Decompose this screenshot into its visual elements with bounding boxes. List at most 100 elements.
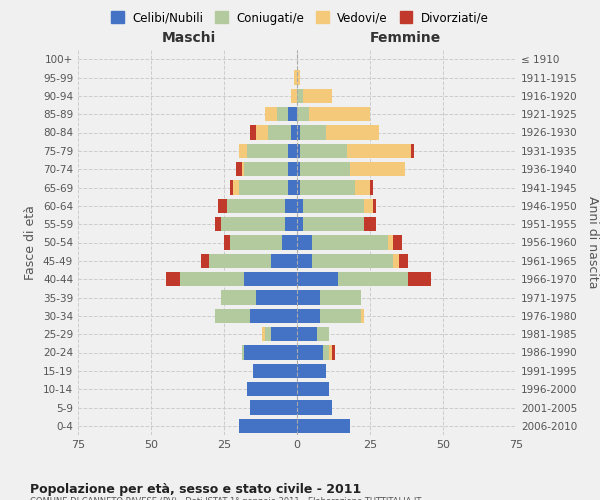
Text: Popolazione per età, sesso e stato civile - 2011: Popolazione per età, sesso e stato civil… [30, 482, 361, 496]
Bar [311, 254, 394, 268]
Bar [288, 107, 297, 122]
Bar [239, 418, 297, 433]
Bar [271, 254, 297, 268]
Text: Maschi: Maschi [162, 30, 216, 44]
Bar [297, 88, 303, 103]
Bar [370, 180, 373, 194]
Bar [288, 162, 297, 176]
Bar [265, 327, 271, 342]
Bar [283, 236, 297, 250]
Bar [326, 126, 379, 140]
Bar [408, 272, 431, 286]
Bar [320, 290, 361, 304]
Bar [262, 327, 265, 342]
Bar [297, 236, 311, 250]
Bar [329, 346, 332, 360]
Bar [242, 162, 244, 176]
Bar [291, 88, 297, 103]
Bar [239, 180, 288, 194]
Bar [288, 144, 297, 158]
Bar [350, 162, 405, 176]
Bar [317, 327, 329, 342]
Bar [233, 180, 239, 194]
Bar [373, 198, 376, 213]
Bar [297, 198, 303, 213]
Bar [364, 198, 373, 213]
Bar [247, 382, 297, 396]
Y-axis label: Anni di nascita: Anni di nascita [586, 196, 599, 289]
Bar [297, 346, 323, 360]
Bar [300, 162, 350, 176]
Y-axis label: Fasce di età: Fasce di età [25, 205, 37, 280]
Bar [244, 162, 288, 176]
Bar [300, 144, 347, 158]
Bar [215, 308, 250, 323]
Bar [297, 144, 300, 158]
Bar [221, 290, 256, 304]
Bar [244, 272, 297, 286]
Bar [244, 346, 297, 360]
Bar [239, 144, 247, 158]
Bar [297, 308, 320, 323]
Bar [215, 217, 221, 232]
Bar [311, 236, 388, 250]
Bar [303, 198, 364, 213]
Bar [297, 217, 303, 232]
Bar [297, 254, 311, 268]
Bar [411, 144, 414, 158]
Bar [297, 180, 300, 194]
Bar [394, 254, 399, 268]
Bar [265, 107, 277, 122]
Bar [399, 254, 408, 268]
Bar [221, 217, 286, 232]
Bar [271, 327, 297, 342]
Bar [297, 162, 300, 176]
Bar [388, 236, 394, 250]
Bar [394, 236, 402, 250]
Bar [286, 217, 297, 232]
Bar [250, 308, 297, 323]
Bar [247, 144, 288, 158]
Bar [297, 272, 338, 286]
Text: Femmine: Femmine [370, 30, 440, 44]
Bar [297, 400, 332, 414]
Bar [166, 272, 180, 286]
Bar [250, 400, 297, 414]
Bar [303, 217, 364, 232]
Bar [297, 126, 300, 140]
Bar [332, 346, 335, 360]
Bar [303, 88, 332, 103]
Bar [256, 290, 297, 304]
Bar [297, 364, 326, 378]
Bar [242, 346, 244, 360]
Bar [297, 70, 300, 85]
Legend: Celibi/Nubili, Coniugati/e, Vedovi/e, Divorziati/e: Celibi/Nubili, Coniugati/e, Vedovi/e, Di… [105, 6, 495, 30]
Text: COMUNE DI CANNETO PAVESE (PV) - Dati ISTAT 1° gennaio 2011 - Elaborazione TUTTIT: COMUNE DI CANNETO PAVESE (PV) - Dati IST… [30, 498, 421, 500]
Bar [297, 107, 308, 122]
Bar [291, 126, 297, 140]
Bar [250, 126, 256, 140]
Bar [230, 180, 233, 194]
Bar [297, 418, 350, 433]
Bar [209, 254, 271, 268]
Bar [236, 162, 242, 176]
Bar [364, 217, 376, 232]
Bar [308, 107, 370, 122]
Bar [224, 236, 230, 250]
Bar [218, 198, 227, 213]
Bar [347, 144, 411, 158]
Bar [297, 382, 329, 396]
Bar [253, 364, 297, 378]
Bar [200, 254, 209, 268]
Bar [288, 180, 297, 194]
Bar [230, 236, 283, 250]
Bar [320, 308, 361, 323]
Bar [300, 126, 326, 140]
Bar [227, 198, 286, 213]
Bar [361, 308, 364, 323]
Bar [277, 107, 288, 122]
Bar [323, 346, 329, 360]
Bar [297, 327, 317, 342]
Bar [338, 272, 408, 286]
Bar [355, 180, 370, 194]
